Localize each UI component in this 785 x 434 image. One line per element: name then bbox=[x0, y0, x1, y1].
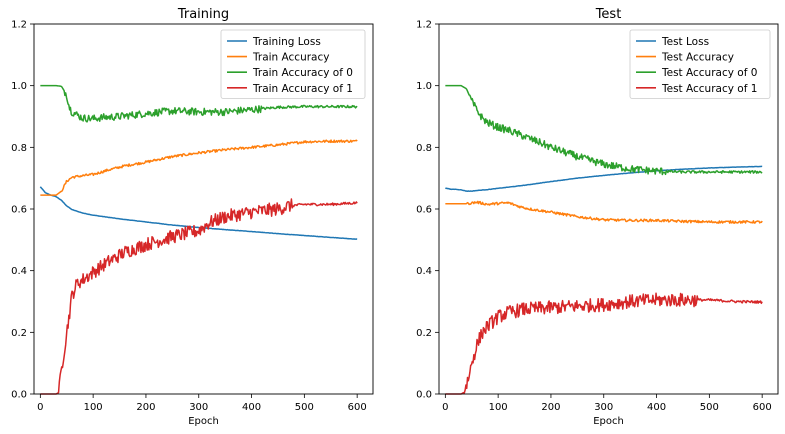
x-tick-label: 400 bbox=[647, 402, 666, 413]
x-tick-label: 0 bbox=[37, 402, 43, 413]
series-line-4 bbox=[40, 198, 358, 395]
y-tick-label: 1.2 bbox=[416, 20, 432, 31]
series-line-4 bbox=[445, 292, 763, 395]
x-tick-label: 300 bbox=[594, 402, 613, 413]
subplot-1: Training 0 100 200 300 400 500 600 0.0 0.2 0.4 0.6 0… bbox=[11, 7, 374, 427]
y-tick-label: 0.6 bbox=[416, 205, 432, 216]
series-line-3 bbox=[40, 84, 358, 123]
x-tick-label: 300 bbox=[189, 402, 208, 413]
y-tick-label: 0.4 bbox=[11, 266, 27, 277]
legend-box bbox=[629, 29, 771, 99]
series-group bbox=[445, 84, 763, 395]
legend-label-3: Train Accuracy of 0 bbox=[252, 67, 353, 79]
legend-label-1: Training Loss bbox=[252, 36, 321, 48]
y-tick-label: 0.2 bbox=[11, 328, 27, 339]
legend-label-2: Train Accuracy bbox=[252, 52, 329, 64]
x-axis-label: Epoch bbox=[188, 416, 219, 427]
legend-label-4: Train Accuracy of 1 bbox=[252, 83, 353, 95]
y-tick-label: 1.0 bbox=[416, 81, 432, 92]
legend: Training Loss Train Accuracy Train Accurac… bbox=[220, 29, 366, 99]
y-tick-label: 0.2 bbox=[416, 328, 432, 339]
series-line-1 bbox=[39, 186, 358, 240]
x-tick-label: 100 bbox=[489, 402, 508, 413]
series-line-1 bbox=[445, 165, 763, 192]
x-tick-label: 0 bbox=[442, 402, 448, 413]
legend-box bbox=[220, 29, 366, 99]
x-tick-label: 500 bbox=[295, 402, 314, 413]
legend-label-3: Test Accuracy of 0 bbox=[661, 67, 757, 79]
x-tick-label: 600 bbox=[753, 402, 772, 413]
y-tick-label: 1.2 bbox=[11, 20, 27, 31]
x-tick-label: 600 bbox=[348, 402, 367, 413]
series-line-2 bbox=[40, 139, 358, 196]
legend-label-4: Test Accuracy of 1 bbox=[661, 83, 757, 95]
chart-title: Training bbox=[177, 7, 229, 22]
y-tick-label: 0.0 bbox=[416, 390, 432, 401]
series-line-3 bbox=[445, 84, 763, 176]
subplot-2: Test 0 100 200 300 400 500 600 0.0 0.2 0.4 0.6 0.8 1.… bbox=[416, 7, 779, 427]
legend-label-1: Test Loss bbox=[661, 36, 709, 48]
y-tick-label: 0.4 bbox=[416, 266, 432, 277]
y-tick-label: 0.6 bbox=[11, 205, 27, 216]
series-group bbox=[39, 84, 358, 395]
x-axis-label: Epoch bbox=[593, 416, 624, 427]
subplots: Training 0 100 200 300 400 500 600 0.0 0.2 0.4 0.6 0… bbox=[11, 7, 779, 427]
x-tick-label: 200 bbox=[541, 402, 560, 413]
chart-title: Test bbox=[595, 7, 622, 22]
legend: Test Loss Test Accuracy Test Accuracy of 0… bbox=[629, 29, 771, 99]
y-tick-label: 0.0 bbox=[11, 390, 27, 401]
x-tick-label: 100 bbox=[84, 402, 103, 413]
y-tick-label: 1.0 bbox=[11, 81, 27, 92]
x-tick-label: 500 bbox=[700, 402, 719, 413]
series-line-2 bbox=[445, 200, 763, 224]
y-tick-label: 0.8 bbox=[11, 143, 27, 154]
y-tick-label: 0.8 bbox=[416, 143, 432, 154]
legend-label-2: Test Accuracy bbox=[661, 52, 734, 64]
x-tick-label: 200 bbox=[136, 402, 155, 413]
x-tick-label: 400 bbox=[242, 402, 261, 413]
